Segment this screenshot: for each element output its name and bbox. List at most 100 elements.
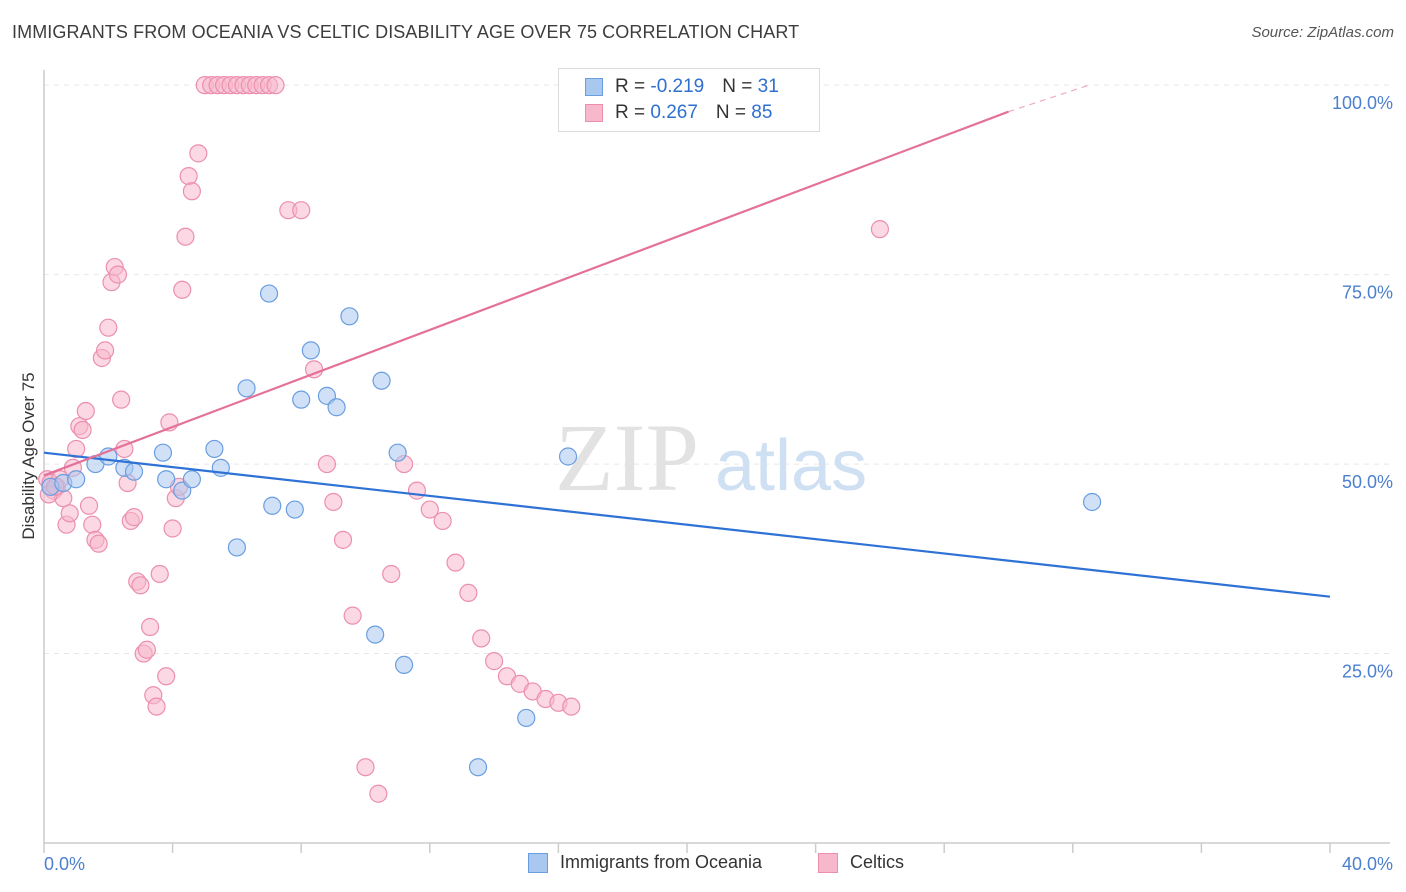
celtics-point bbox=[79, 496, 99, 515]
celtics-point bbox=[89, 534, 108, 553]
celtics-point bbox=[459, 583, 478, 603]
watermark-zip: ZIP bbox=[555, 404, 699, 511]
celtics-point bbox=[150, 564, 169, 584]
celtics-point bbox=[382, 564, 401, 584]
celtics-point bbox=[60, 504, 79, 523]
celtics-point bbox=[76, 401, 95, 421]
oceania-point bbox=[301, 341, 320, 360]
watermark-atlas: atlas bbox=[715, 426, 867, 506]
legend-r-value: -0.219 bbox=[650, 76, 705, 97]
oceania-point bbox=[237, 379, 256, 398]
oceania-point bbox=[292, 390, 311, 409]
oceania-point bbox=[340, 307, 359, 326]
oceania-point bbox=[558, 447, 578, 466]
celtics-point bbox=[292, 201, 311, 220]
watermark: ZIP atlas bbox=[555, 404, 867, 511]
legend-n-label: N = bbox=[722, 76, 758, 97]
celtics-point bbox=[266, 76, 285, 95]
legend-r-label: R = bbox=[615, 102, 651, 123]
oceania-trendline bbox=[43, 451, 1331, 598]
celtics-point bbox=[147, 697, 166, 716]
legend-swatch-blue bbox=[585, 78, 603, 96]
bottom-legend-label: Celtics bbox=[850, 852, 905, 872]
celtics-point bbox=[108, 265, 128, 284]
correlation-legend: R = -0.219 N = 31 R = 0.267 N = 85 bbox=[558, 68, 820, 132]
oceania-point bbox=[327, 398, 346, 417]
legend-r-label: R = bbox=[615, 76, 651, 97]
oceania-point bbox=[157, 470, 176, 489]
oceania-point bbox=[388, 443, 407, 462]
legend-row-celtics: R = 0.267 N = 85 bbox=[585, 100, 772, 126]
legend-n-label: N = bbox=[715, 102, 752, 123]
oceania-point bbox=[263, 496, 282, 515]
gridlines bbox=[44, 84, 1390, 655]
oceania-point bbox=[259, 284, 279, 303]
y-tick-label: 100.0% bbox=[1332, 93, 1393, 113]
bottom-legend-oceania: Immigrants from Oceania bbox=[528, 852, 762, 873]
celtics-point bbox=[433, 511, 452, 531]
bottom-swatch-blue bbox=[528, 852, 548, 873]
celtics-point bbox=[420, 500, 439, 519]
oceania-point bbox=[205, 439, 224, 459]
oceania-point bbox=[468, 758, 488, 777]
celtics-point bbox=[95, 341, 115, 360]
celtics-point bbox=[369, 784, 388, 803]
chart-title: IMMIGRANTS FROM OCEANIA VS CELTIC DISABI… bbox=[12, 22, 800, 42]
oceania-point bbox=[372, 371, 391, 390]
celtics-point bbox=[99, 318, 118, 337]
oceania-point bbox=[366, 625, 385, 644]
legend-n-value: 85 bbox=[751, 102, 773, 123]
celtics-point bbox=[140, 617, 160, 637]
oceania-point bbox=[153, 443, 173, 462]
legend-swatch-pink bbox=[585, 104, 603, 122]
celtics-point bbox=[562, 697, 581, 716]
celtics-point bbox=[173, 280, 192, 299]
celtics-point bbox=[67, 439, 86, 459]
celtics-point bbox=[179, 166, 198, 186]
celtics-points bbox=[38, 76, 890, 803]
bottom-legend-celtics: Celtics bbox=[818, 852, 904, 873]
y-tick-label: 75.0% bbox=[1342, 283, 1393, 303]
legend-r-value: 0.267 bbox=[650, 102, 698, 123]
y-tick-label: 25.0% bbox=[1342, 662, 1393, 682]
celtics-point bbox=[333, 530, 353, 549]
celtics-trendline-extension bbox=[1008, 84, 1090, 113]
celtics-point bbox=[324, 492, 343, 512]
celtics-point bbox=[189, 144, 208, 163]
source-label: Source: ZipAtlas.com bbox=[1251, 24, 1394, 41]
celtics-point bbox=[407, 481, 427, 500]
celtics-point bbox=[73, 420, 92, 440]
celtics-point bbox=[137, 640, 156, 659]
celtics-point bbox=[356, 758, 375, 777]
celtics-point bbox=[343, 606, 362, 625]
legend-row-oceania: R = -0.219 N = 31 bbox=[585, 74, 779, 100]
oceania-point bbox=[517, 708, 536, 728]
celtics-point bbox=[317, 454, 337, 474]
oceania-point bbox=[285, 500, 304, 519]
celtics-point bbox=[124, 508, 144, 527]
oceania-point bbox=[182, 470, 201, 489]
celtics-point bbox=[83, 515, 102, 534]
celtics-point bbox=[182, 182, 201, 201]
celtics-point bbox=[485, 652, 504, 671]
x-tick-label: 0.0% bbox=[44, 854, 85, 874]
x-tick-label: 40.0% bbox=[1342, 854, 1393, 874]
bottom-legend-label: Immigrants from Oceania bbox=[560, 852, 763, 872]
oceania-point bbox=[227, 538, 246, 557]
axes bbox=[43, 70, 1390, 853]
y-axis-label: Disability Age Over 75 bbox=[19, 372, 38, 539]
y-tick-label: 50.0% bbox=[1342, 472, 1393, 492]
bottom-swatch-pink bbox=[818, 852, 838, 873]
oceania-point bbox=[124, 462, 144, 481]
celtics-point bbox=[472, 629, 491, 648]
celtics-point bbox=[870, 220, 890, 239]
celtics-point bbox=[176, 227, 195, 246]
tick-labels: 25.0% 50.0% 75.0% 100.0% 0.0% 40.0% bbox=[44, 93, 1393, 874]
oceania-point bbox=[1082, 492, 1102, 512]
celtics-point bbox=[163, 519, 182, 538]
trendlines bbox=[43, 84, 1331, 598]
celtics-trendline bbox=[43, 110, 1009, 477]
celtics-point bbox=[157, 667, 176, 686]
celtics-point bbox=[112, 390, 131, 409]
